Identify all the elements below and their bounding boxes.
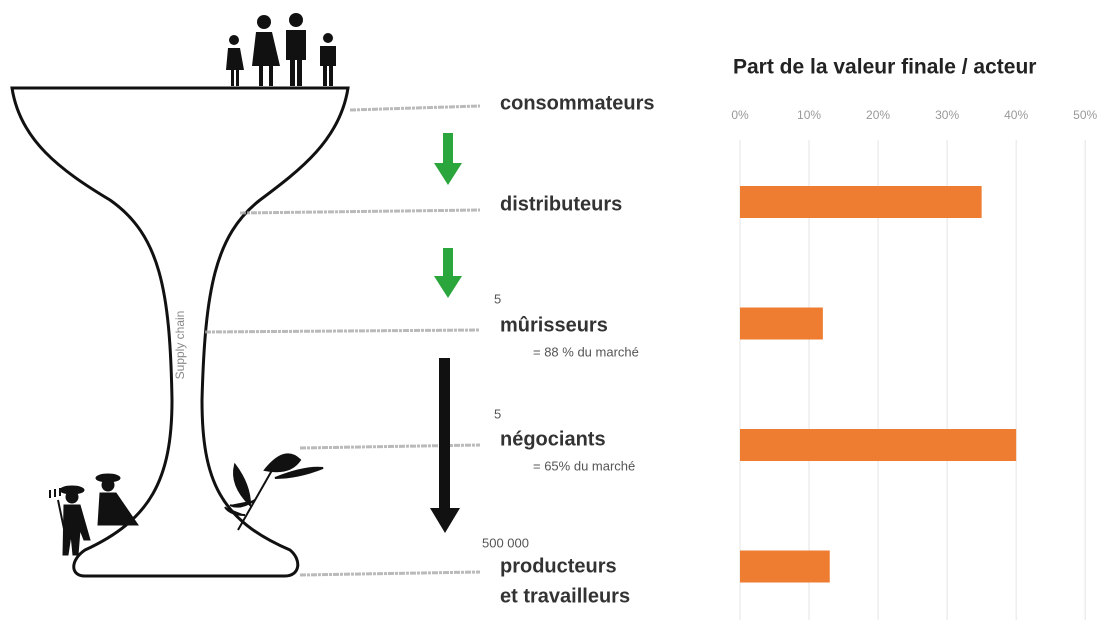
actor-count: 5 — [494, 406, 501, 421]
arrow — [434, 133, 462, 185]
funnel-label: Supply chain — [173, 311, 187, 380]
consumers-icon — [226, 13, 336, 86]
actor-name: mûrisseurs — [500, 314, 608, 336]
connector — [300, 445, 480, 448]
bar — [740, 551, 830, 583]
x-tick-label: 40% — [1004, 108, 1028, 122]
actor-name: et travailleurs — [500, 585, 630, 607]
infographic: Supply chain consommateurs distributeurs… — [0, 0, 1114, 624]
bar — [740, 308, 823, 340]
actor-name: distributeurs — [500, 193, 622, 215]
x-tick-label: 20% — [866, 108, 890, 122]
x-tick-label: 50% — [1073, 108, 1097, 122]
connector — [300, 572, 480, 575]
x-tick-label: 30% — [935, 108, 959, 122]
bar — [740, 429, 1016, 461]
connector — [240, 210, 480, 213]
actor-name: producteurs — [500, 555, 617, 577]
bar — [740, 186, 982, 218]
connector — [205, 330, 480, 332]
chart-title: Part de la valeur finale / acteur — [733, 56, 1036, 79]
actor-note: = 88 % du marché — [533, 344, 639, 359]
actor-note: = 65% du marché — [533, 458, 635, 473]
actor-name: consommateurs — [500, 92, 655, 114]
x-tick-label: 10% — [797, 108, 821, 122]
x-tick-label: 0% — [731, 108, 749, 122]
actor-count: 500 000 — [482, 535, 529, 550]
connector — [350, 106, 480, 110]
arrow — [434, 248, 462, 298]
actor-count: 5 — [494, 291, 501, 306]
actor-name: négociants — [500, 428, 606, 450]
